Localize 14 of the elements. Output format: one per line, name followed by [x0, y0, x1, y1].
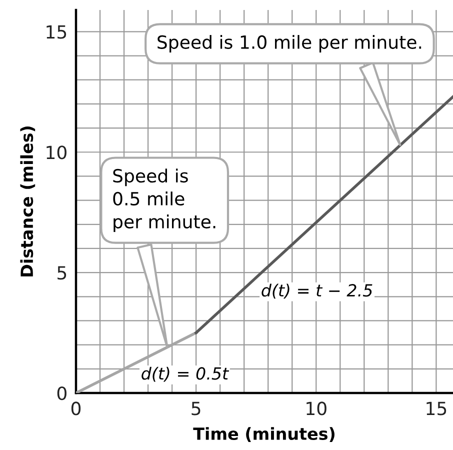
x-tick-label: 0: [71, 402, 81, 416]
annotation: Speed is 1.0 mile per minute.: [158, 34, 422, 52]
annotation: d(t) = t − 2.5: [262, 284, 372, 299]
y-axis-title: Distance (miles): [20, 126, 36, 276]
annotation: Speed is 0.5 mile per minute.: [113, 168, 216, 232]
x-tick-label: 15: [426, 402, 446, 416]
y-tick-label: 15: [46, 25, 66, 39]
annotation: d(t) = 0.5t: [142, 366, 230, 382]
y-tick-label: 10: [46, 146, 66, 160]
x-tick-label: 5: [192, 402, 200, 416]
y-tick-label: 0: [57, 386, 66, 400]
x-axis-title: Time (minutes): [193, 427, 334, 442]
y-tick-label: 5: [58, 266, 66, 280]
x-tick-label: 10: [306, 402, 326, 416]
